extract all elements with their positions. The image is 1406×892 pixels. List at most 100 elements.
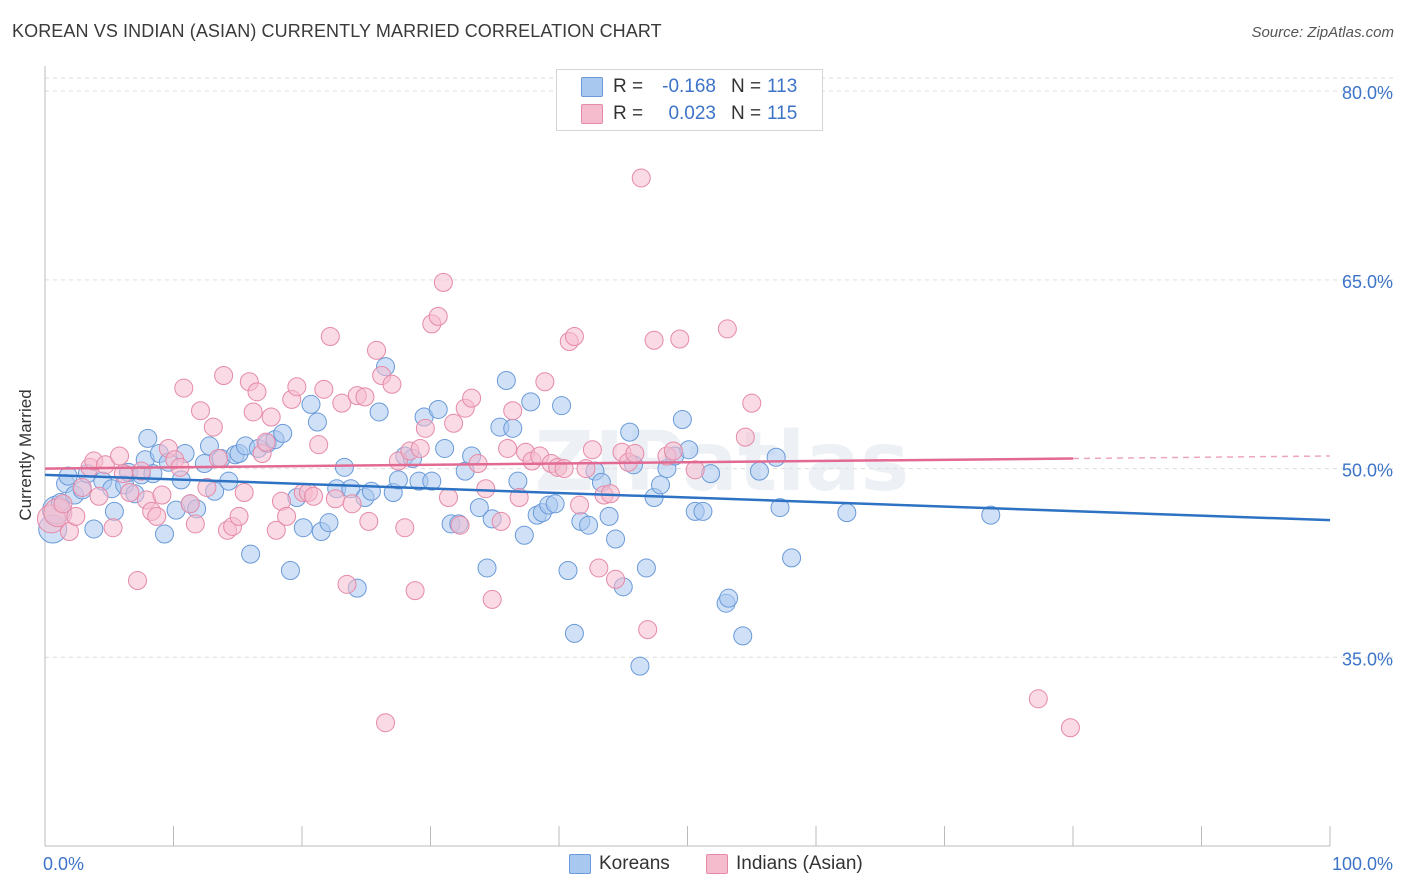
korean-point <box>599 506 619 526</box>
korean-point <box>719 588 739 608</box>
korean-point <box>369 402 389 422</box>
indian-point <box>476 479 496 499</box>
legend-label: Koreans <box>599 853 670 874</box>
indian-point <box>564 326 584 346</box>
indian-point <box>509 488 529 508</box>
korean-point <box>388 470 408 490</box>
indian-point <box>152 485 172 505</box>
korean-point <box>521 392 541 412</box>
indian-point <box>382 374 402 394</box>
indian-point <box>535 372 555 392</box>
korean-point <box>514 525 534 545</box>
korean-point <box>104 501 124 521</box>
chart-title: KOREAN VS INDIAN (ASIAN) CURRENTLY MARRI… <box>12 21 662 41</box>
korean-point <box>782 548 802 568</box>
korean-point <box>749 461 769 481</box>
korean-point <box>693 501 713 521</box>
indian-point <box>582 440 602 460</box>
indian-point <box>570 495 590 515</box>
indian-point <box>433 272 453 292</box>
indian-point <box>287 377 307 397</box>
x-tick-label: 0.0% <box>43 854 84 874</box>
indian-point <box>66 506 86 526</box>
indian-point <box>247 382 267 402</box>
indians-legend-swatch <box>706 854 728 874</box>
indian-point <box>342 494 362 514</box>
indian-point <box>462 388 482 408</box>
indian-point <box>332 393 352 413</box>
korean-point <box>273 423 293 443</box>
indian-point <box>229 506 249 526</box>
korean-point <box>280 560 300 580</box>
korean-point <box>508 471 528 491</box>
indian-point <box>415 418 435 438</box>
indian-point <box>631 168 651 188</box>
indian-point <box>367 340 387 360</box>
koreans-swatch <box>581 77 603 97</box>
r-label: R = <box>613 76 644 97</box>
korean-point <box>155 524 175 544</box>
korean-point <box>651 475 671 495</box>
korean-point <box>558 560 578 580</box>
indian-point <box>89 486 109 506</box>
indian-point <box>376 713 396 733</box>
indian-point <box>243 402 263 422</box>
korean-point <box>606 529 626 549</box>
indian-point <box>355 387 375 407</box>
korean-point <box>319 513 339 533</box>
y-tick-label: 80.0% <box>1342 83 1393 103</box>
r-value: 0.023 <box>668 103 716 124</box>
koreans-legend-swatch <box>569 854 591 874</box>
korean-point <box>579 515 599 535</box>
indian-point <box>491 511 511 531</box>
korean-point <box>766 447 786 467</box>
indian-point <box>320 326 340 346</box>
stats-box: R = -0.168 N = 113 R = 0.023 N = 115 <box>556 69 823 131</box>
indian-point <box>670 329 690 349</box>
indian-point <box>589 558 609 578</box>
indian-point <box>685 460 705 480</box>
x-tick-label: 100.0% <box>1332 854 1393 874</box>
indian-point <box>663 441 683 461</box>
indian-point <box>174 378 194 398</box>
korean-point <box>733 626 753 646</box>
indian-point <box>717 319 737 339</box>
korean-point <box>503 418 523 438</box>
n-label: N = <box>731 76 762 97</box>
legend-label: Indians (Asian) <box>736 853 863 874</box>
indian-point <box>190 401 210 421</box>
korean-point <box>84 519 104 539</box>
source-credit: Source: ZipAtlas.com <box>1251 24 1394 41</box>
korean-point <box>620 422 640 442</box>
korean-point <box>564 623 584 643</box>
indian-point <box>410 438 430 458</box>
indian-point <box>735 427 755 447</box>
indian-point <box>450 515 470 535</box>
korean-point <box>837 503 857 523</box>
korean-point <box>469 498 489 518</box>
indian-point <box>103 518 123 538</box>
indian-point <box>1028 689 1048 709</box>
korean-point <box>293 518 313 538</box>
korean-point <box>422 471 442 491</box>
korean-point <box>428 399 448 419</box>
indian-point <box>261 407 281 427</box>
korean-point <box>545 494 565 514</box>
indian-point <box>395 518 415 538</box>
indian-point <box>180 494 200 514</box>
korean-point <box>241 544 261 564</box>
indian-point <box>266 520 286 540</box>
indian-point <box>128 571 148 591</box>
indian-trend-extension <box>1072 455 1331 460</box>
indian-point <box>185 514 205 534</box>
n-value: 115 <box>767 103 798 124</box>
indian-point <box>359 511 379 531</box>
indian-point <box>498 438 518 458</box>
indian-point <box>110 446 130 466</box>
indian-point <box>503 401 523 421</box>
indian-point <box>120 482 140 502</box>
y-tick-label: 35.0% <box>1342 649 1393 669</box>
indian-point <box>314 379 334 399</box>
korean-point <box>334 457 354 477</box>
